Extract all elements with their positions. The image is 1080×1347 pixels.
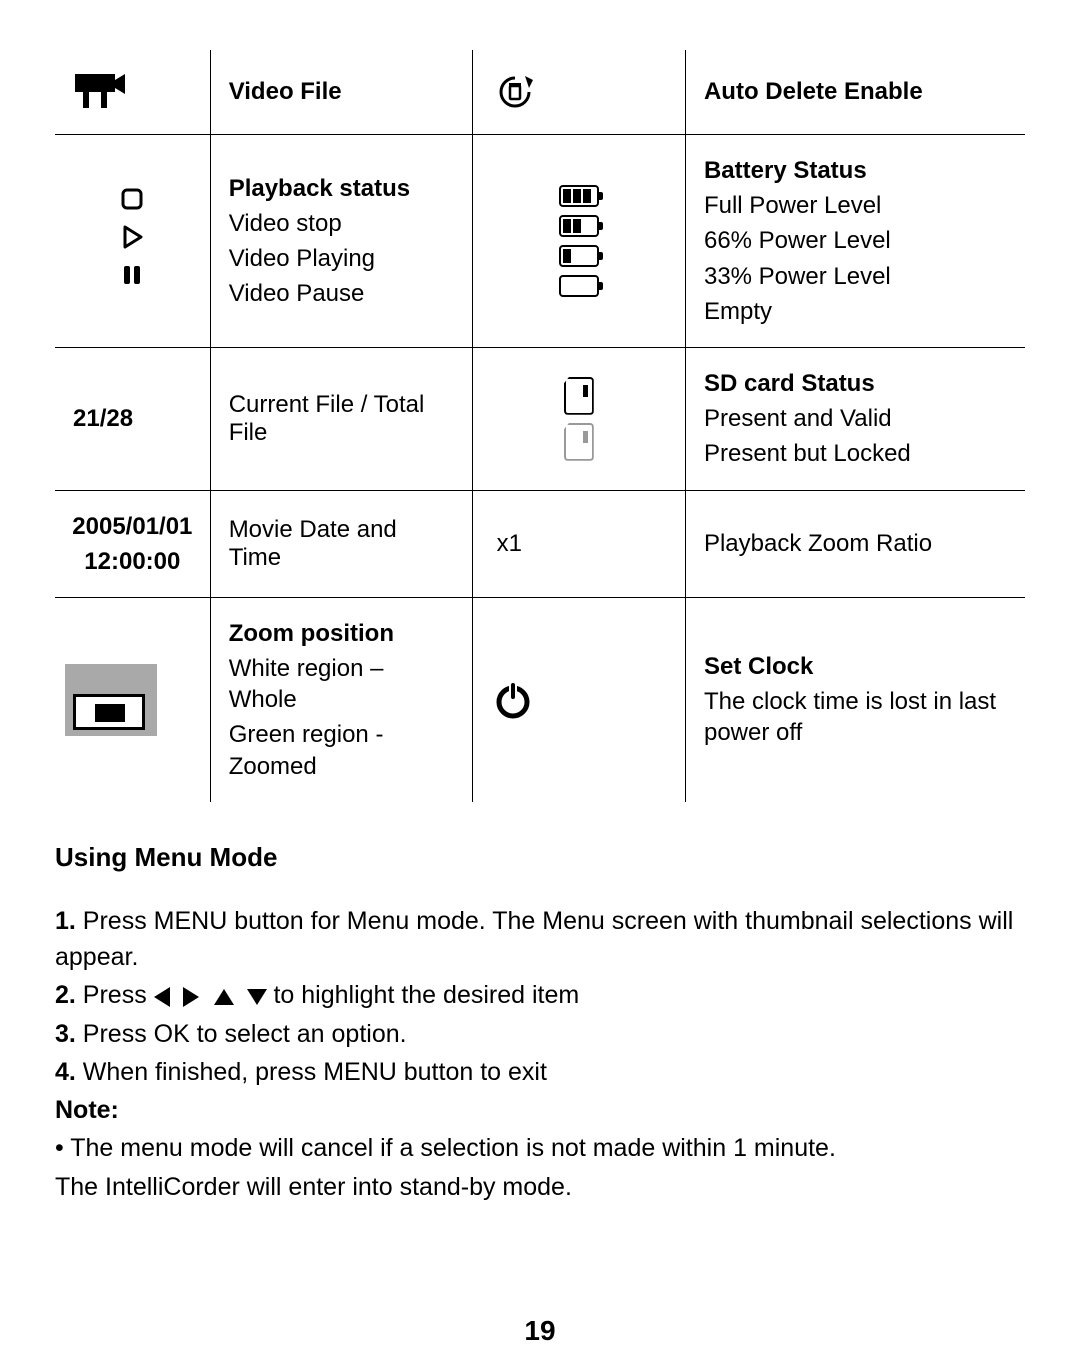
cell-desc: Current File / Total File	[210, 347, 472, 490]
battery-33-icon	[559, 245, 599, 267]
cell-desc: SD card Status Present and Valid Present…	[685, 347, 1025, 490]
page-number: 19	[55, 1315, 1025, 1347]
stop-icon	[121, 188, 143, 217]
cell-desc: Video File	[210, 50, 472, 135]
label: 33% Power Level	[704, 261, 1007, 292]
cell-desc: Zoom position White region – Whole Green…	[210, 597, 472, 801]
label: Video Pause	[229, 278, 454, 309]
label: Green region - Zoomed	[229, 719, 454, 781]
battery-empty-icon	[559, 275, 599, 297]
sd-card-icon	[564, 377, 594, 415]
label: Zoom position	[229, 618, 454, 649]
pause-icon	[121, 264, 143, 293]
step-text: Press MENU button for Menu mode. The Men…	[55, 907, 1013, 971]
file-counter: 21/28	[73, 405, 133, 432]
cell-desc: Auto Delete Enable	[685, 50, 1025, 135]
camera-icon	[73, 70, 192, 114]
table-row: Playback status Video stop Video Playing…	[55, 135, 1025, 348]
cell-desc: Battery Status Full Power Level 66% Powe…	[685, 135, 1025, 348]
label: Video Playing	[229, 243, 454, 274]
icon-reference-table: Video File Auto Delete Enable Playback s…	[55, 50, 1025, 802]
power-icon	[491, 678, 667, 722]
note-line: • The menu mode will cancel if a selecti…	[55, 1130, 1025, 1166]
label: Auto Delete Enable	[704, 76, 1007, 107]
step-number: 1.	[55, 907, 76, 935]
play-icon	[121, 225, 143, 256]
cell-text: x1	[472, 490, 685, 597]
cell-icon	[55, 597, 210, 801]
time-value: 12:00:00	[84, 546, 180, 577]
table-row: 2005/01/01 12:00:00 Movie Date and Time …	[55, 490, 1025, 597]
cell-text: 21/28	[55, 347, 210, 490]
cell-icon	[55, 50, 210, 135]
cell-icon	[472, 50, 685, 135]
label: Full Power Level	[704, 190, 1007, 221]
sd-card-locked-icon	[564, 423, 594, 461]
step-number: 3.	[55, 1020, 76, 1048]
note-heading: Note:	[55, 1092, 1025, 1128]
date-value: 2005/01/01	[72, 511, 192, 542]
battery-66-icon	[559, 215, 599, 237]
note-line: The IntelliCorder will enter into stand-…	[55, 1169, 1025, 1205]
step-text: Press OK to select an option.	[76, 1020, 407, 1048]
arrow-down-icon	[247, 989, 267, 1005]
step-text: When finished, press MENU button to exit	[76, 1058, 547, 1086]
label: Playback Zoom Ratio	[704, 530, 932, 557]
label: Empty	[704, 296, 1007, 327]
section-heading: Using Menu Mode	[55, 842, 1025, 873]
label: Current File / Total File	[229, 391, 425, 446]
cell-desc: Playback status Video stop Video Playing…	[210, 135, 472, 348]
cell-desc: Playback Zoom Ratio	[685, 490, 1025, 597]
label: The clock time is lost in last power off	[704, 686, 1007, 748]
zoom-ratio: x1	[497, 530, 522, 557]
battery-full-icon	[559, 185, 599, 207]
label: Video stop	[229, 208, 454, 239]
table-row: Video File Auto Delete Enable	[55, 50, 1025, 135]
zoom-position-icon	[65, 664, 157, 736]
instructions: 1. Press MENU button for Menu mode. The …	[55, 903, 1025, 1205]
cell-desc: Set Clock The clock time is lost in last…	[685, 597, 1025, 801]
label: 66% Power Level	[704, 225, 1007, 256]
label: Movie Date and Time	[229, 516, 397, 571]
label: SD card Status	[704, 368, 1007, 399]
label: Set Clock	[704, 651, 1007, 682]
label: Battery Status	[704, 155, 1007, 186]
step-number: 2.	[55, 981, 76, 1009]
step-number: 4.	[55, 1058, 76, 1086]
table-row: 21/28 Current File / Total File SD card …	[55, 347, 1025, 490]
arrow-right-icon	[183, 987, 199, 1007]
arrow-left-icon	[154, 987, 170, 1007]
cell-text: 2005/01/01 12:00:00	[55, 490, 210, 597]
label: White region – Whole	[229, 653, 454, 715]
label: Video File	[229, 76, 454, 107]
step-text: to highlight the desired item	[273, 981, 579, 1009]
cell-icon	[472, 135, 685, 348]
cell-icon	[472, 347, 685, 490]
cell-icon	[55, 135, 210, 348]
label: Present and Valid	[704, 403, 1007, 434]
label: Playback status	[229, 173, 454, 204]
table-row: Zoom position White region – Whole Green…	[55, 597, 1025, 801]
step-text: Press	[76, 981, 154, 1009]
label: Present but Locked	[704, 438, 1007, 469]
arrow-up-icon	[214, 989, 234, 1005]
auto-delete-icon	[491, 72, 667, 112]
cell-icon	[472, 597, 685, 801]
cell-desc: Movie Date and Time	[210, 490, 472, 597]
